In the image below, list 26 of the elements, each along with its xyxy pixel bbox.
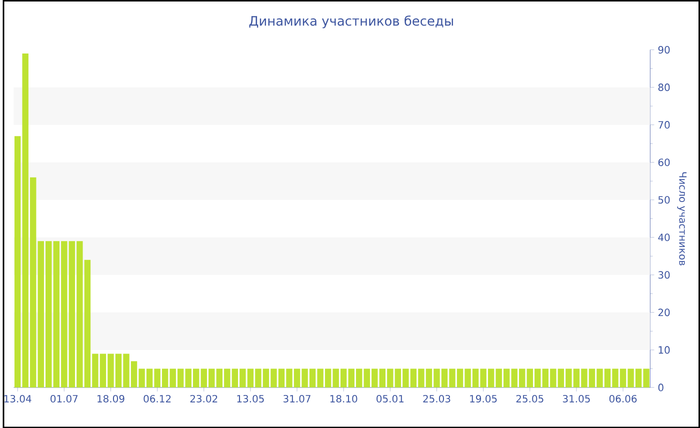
y-tick-label: 90 xyxy=(658,46,670,54)
x-tick-label: 18.10 xyxy=(330,394,358,402)
x-tick-label: 25.05 xyxy=(516,394,544,402)
x-tick-label: 13.04 xyxy=(4,394,32,402)
y-tick-label: 80 xyxy=(658,83,670,91)
x-tick-label: 05.01 xyxy=(376,394,404,402)
x-tick-label: 19.05 xyxy=(470,394,497,402)
x-tick-label: 18.09 xyxy=(98,394,124,402)
x-tick-label: 01.07 xyxy=(50,394,78,402)
x-tick-label: 25.03 xyxy=(423,394,450,402)
y-tick-label: 60 xyxy=(658,158,670,166)
y-tick-label: 50 xyxy=(658,196,670,204)
y-tick-label: 10 xyxy=(658,346,670,354)
x-tick-label: 13.05 xyxy=(237,394,264,402)
chart-title: Динамика участников беседы xyxy=(249,15,453,28)
y-tick-label: 20 xyxy=(658,308,670,316)
y-tick-label: 0 xyxy=(658,384,664,392)
y-tick-label: 30 xyxy=(658,270,670,279)
x-tick-label: 31.07 xyxy=(284,394,310,402)
x-tick-label: 31.05 xyxy=(562,394,590,402)
x-tick-label: 06.12 xyxy=(144,394,171,402)
x-tick-label: 06.06 xyxy=(609,394,637,402)
y-tick-label: 40 xyxy=(658,233,670,242)
x-tick-label: 23.02 xyxy=(190,394,218,402)
y-axis-title: Число участников xyxy=(677,172,687,266)
y-tick-label: 70 xyxy=(658,120,670,128)
